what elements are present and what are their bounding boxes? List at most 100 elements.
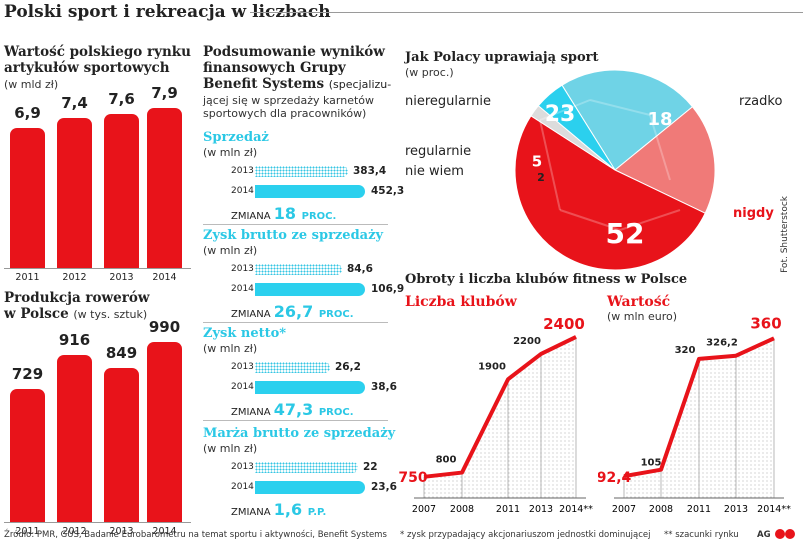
benefit-change-label: ZMIANA <box>231 309 274 320</box>
benefit-bar-2013 <box>255 362 330 373</box>
clubs-year-label: 2014** <box>559 504 593 515</box>
benefit-year-2013: 2013 <box>231 264 254 274</box>
clubs-year-label: 2011 <box>496 504 520 515</box>
pie-slice-nieregularnie <box>561 69 694 171</box>
clubs-year-label: 2008 <box>450 504 474 515</box>
benefit-change-label: ZMIANA <box>231 211 274 222</box>
bikes-year-label: 2012 <box>62 526 87 537</box>
benefit-year-2014: 2014 <box>231 482 254 492</box>
benefit-bar-2014 <box>255 481 365 494</box>
benefit-section-unit: (w mln zł) <box>203 342 258 355</box>
market-value-label: 7,9 <box>151 84 178 102</box>
footnote-2: ** szacunki rynku <box>664 530 739 540</box>
photo-credit: Fot. Shutterstock <box>780 196 790 273</box>
clubs-value-label: 1900 <box>478 361 506 372</box>
clubs-value-label: 2200 <box>513 336 541 347</box>
benefit-change-unit: P.P. <box>307 507 327 518</box>
footnote-1: * zysk przypadający akcjonariuszom jedno… <box>400 530 651 540</box>
market-bar-2012 <box>57 118 92 268</box>
bikes-axis <box>4 522 191 523</box>
benefit-year-2013: 2013 <box>231 166 254 176</box>
benefit-section-title: Sprzedaż <box>203 130 269 145</box>
value-value-label: 320 <box>675 345 696 356</box>
bikes-value-label: 729 <box>11 365 44 383</box>
pie-label-nie-wiem: nie wiem <box>405 164 464 179</box>
market-bar-2014 <box>147 108 182 268</box>
bikes-bar-2011 <box>10 389 45 522</box>
bikes-bar-2013 <box>104 368 139 522</box>
pie-unit: (w proc.) <box>405 66 454 79</box>
benefit-change-value: 26,7 <box>273 302 319 321</box>
pie-label-nigdy: nigdy <box>733 206 774 221</box>
benefit-value-2013: 84,6 <box>347 263 373 275</box>
benefit-year-2013: 2013 <box>231 462 254 472</box>
market-title-line2: artykułów sportowych <box>4 60 170 76</box>
clubs-line <box>423 335 577 479</box>
pie-value-label: 18 <box>647 109 672 130</box>
value-year-label: 2014** <box>757 504 791 515</box>
bikes-bar-2014 <box>147 342 182 522</box>
benefit-change-unit: PROC. <box>318 407 354 418</box>
benefit-section-title: Marża brutto ze sprzedaży <box>203 426 396 441</box>
benefit-title-line2: finansowych Grupy <box>203 60 346 76</box>
value-line <box>623 336 775 479</box>
benefit-value-2014: 23,6 <box>371 481 397 493</box>
benefit-change-value: 1,6 <box>273 500 308 519</box>
value-year-label: 2007 <box>612 504 636 515</box>
market-bar-2011 <box>10 128 45 268</box>
fitness-title: Obroty i liczba klubów fitness w Polsce <box>405 272 688 287</box>
pie-slice-nigdy <box>514 115 706 270</box>
agency-mark: AG <box>757 530 771 540</box>
benefit-section-unit: (w mln zł) <box>203 244 258 257</box>
market-year-label: 2014 <box>152 272 177 283</box>
benefit-value-2014: 452,3 <box>371 185 405 197</box>
benefit-title-line1: Podsumowanie wyników <box>203 44 385 60</box>
benefit-change: ZMIANA 18 PROC. <box>231 204 336 223</box>
benefit-bar-2013 <box>255 166 348 177</box>
value-value-label: 105 <box>641 458 662 469</box>
bikes-value-label: 990 <box>148 318 181 336</box>
market-unit: (w mld zł) <box>4 78 59 91</box>
benefit-divider <box>203 224 388 225</box>
clubs-area <box>424 336 576 498</box>
ball-texture <box>539 99 681 231</box>
market-title-line1: Wartość polskiego rynku <box>4 44 191 60</box>
bikes-title: Produkcja rowerów w Polsce (w tys. sztuk… <box>4 290 150 323</box>
clubs-year-label: 2007 <box>412 504 436 515</box>
market-year-label: 2012 <box>62 272 87 283</box>
market-year-label: 2013 <box>109 272 134 283</box>
value-title: Wartość <box>607 294 671 310</box>
clubs-line-chart: 2007 750 2008 800 2011 1900 2013 2200 2014** 2400 <box>398 315 593 515</box>
pie-value-label: 23 <box>545 102 576 127</box>
benefit-title-line3: Benefit Systems <box>203 76 325 92</box>
benefit-change-value: 18 <box>273 204 302 223</box>
pie-slice-regularnie <box>537 84 616 171</box>
benefit-divider <box>203 322 388 323</box>
benefit-desc: jącej się w sprzedaży karnetów sportowyc… <box>203 94 374 120</box>
market-axis <box>4 268 191 269</box>
pie-value-label: 52 <box>606 217 645 250</box>
value-line-chart: 2007 92,4 2008 105 2011 320 2013 326,2 2014** 360 <box>598 314 791 515</box>
benefit-bar-2013 <box>255 264 342 275</box>
value-value-label: 326,2 <box>706 338 738 349</box>
value-value-label: 360 <box>750 314 781 332</box>
benefit-value-2014: 38,6 <box>371 381 397 393</box>
value-unit: (w mln euro) <box>607 310 678 323</box>
market-year-label: 2011 <box>15 272 40 283</box>
bikes-year-label: 2014 <box>152 526 177 537</box>
benefit-desc-line2: jącej się w sprzedaży karnetów <box>203 94 375 107</box>
benefit-value-2013: 383,4 <box>353 165 387 177</box>
pie-chart: 52 5 23 18 2 <box>514 69 716 270</box>
pie-label-rzadko: rzadko <box>739 94 783 109</box>
market-bar-2013 <box>104 114 139 268</box>
market-value-label: 6,9 <box>14 104 41 122</box>
benefit-change-label: ZMIANA <box>231 507 274 518</box>
market-value-label: 7,4 <box>61 94 88 112</box>
bikes-value-label: 916 <box>58 331 91 349</box>
benefit-section-unit: (w mln zł) <box>203 442 258 455</box>
market-value-label: 7,6 <box>108 90 135 108</box>
clubs-value-label: 750 <box>398 470 427 486</box>
benefit-change-unit: PROC. <box>318 309 354 320</box>
pie-value-label: 5 <box>532 153 542 171</box>
benefit-section-title: Zysk netto* <box>203 326 287 341</box>
